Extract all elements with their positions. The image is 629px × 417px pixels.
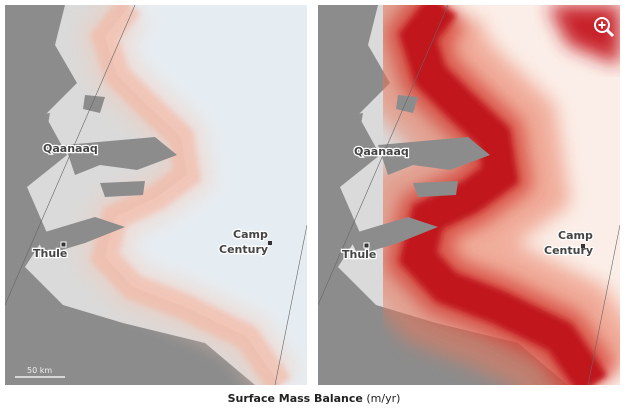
place-label: Camp xyxy=(233,228,268,241)
zoom-button[interactable] xyxy=(594,17,615,38)
map-panel-left: Qaanaaq Thule Camp Century 50 km xyxy=(5,5,307,385)
place-label: Thule xyxy=(33,247,67,260)
caption-title: Surface Mass Balance xyxy=(228,392,363,405)
place-label: Qaanaaq xyxy=(354,145,409,158)
caption-units: (m/yr) xyxy=(366,392,400,405)
caption: Surface Mass Balance (m/yr) xyxy=(228,392,401,405)
place-label: Century xyxy=(544,244,593,257)
scale-bar-label: 50 km xyxy=(27,366,52,375)
place-label: Qaanaaq xyxy=(43,142,98,155)
map-panel-right: Qaanaaq Thule Camp Century xyxy=(318,5,620,385)
place-label: Camp xyxy=(558,229,593,242)
place-label: Century xyxy=(219,243,268,256)
place-label: Thule xyxy=(342,248,376,261)
